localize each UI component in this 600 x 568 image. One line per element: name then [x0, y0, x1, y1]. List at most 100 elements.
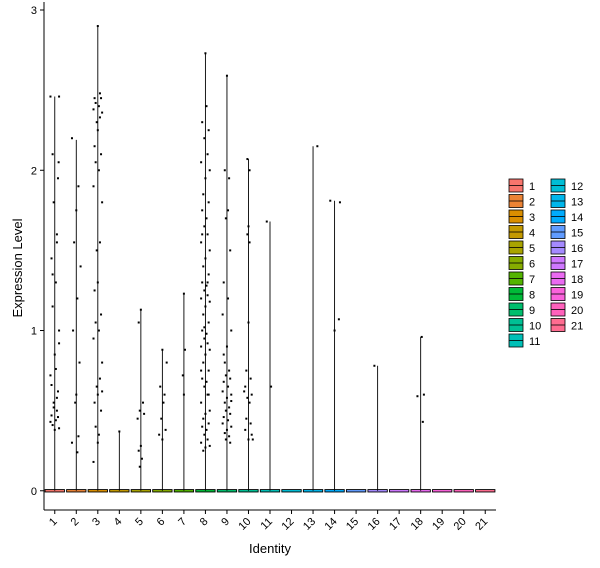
data-point — [202, 449, 205, 452]
data-point — [97, 169, 100, 172]
data-point — [250, 433, 253, 436]
data-point — [204, 52, 207, 55]
data-point — [205, 217, 208, 220]
data-point — [224, 217, 227, 220]
violin-12 — [281, 489, 302, 493]
data-point — [95, 121, 98, 124]
data-point — [201, 377, 204, 380]
data-point — [54, 419, 57, 422]
x-axis-title: Identity — [249, 541, 291, 556]
data-point — [247, 225, 250, 228]
data-point — [181, 374, 184, 377]
data-point — [222, 380, 225, 383]
data-point — [201, 233, 204, 236]
data-point — [248, 169, 251, 172]
data-point — [100, 313, 103, 316]
data-point — [222, 353, 225, 356]
data-point — [72, 329, 75, 332]
data-point — [92, 185, 95, 188]
data-point — [98, 377, 101, 380]
data-point — [100, 97, 103, 100]
data-point — [229, 441, 232, 444]
data-point — [139, 444, 142, 447]
data-point — [200, 441, 203, 444]
data-point — [203, 337, 206, 340]
data-point — [243, 390, 246, 393]
data-point — [202, 193, 205, 196]
x-tick-label: 8 — [198, 516, 211, 529]
data-point — [249, 377, 252, 380]
data-point — [51, 273, 54, 276]
data-point — [225, 428, 228, 431]
data-point — [55, 409, 58, 412]
legend-label-5: 5 — [529, 243, 535, 255]
violin-19 — [432, 489, 453, 493]
data-point — [228, 435, 231, 438]
data-point — [206, 281, 209, 284]
data-point — [101, 361, 104, 364]
data-point — [206, 294, 209, 297]
data-point — [206, 233, 209, 236]
violin-21 — [475, 489, 496, 493]
data-point — [208, 300, 211, 303]
data-point — [204, 177, 207, 180]
data-point — [79, 265, 82, 268]
y-axis-title: Expression Level — [10, 218, 25, 317]
data-point — [250, 393, 253, 396]
data-point — [118, 430, 121, 433]
data-point — [183, 348, 186, 351]
data-point — [225, 74, 228, 77]
data-point — [159, 385, 162, 388]
data-point — [53, 353, 56, 356]
data-point — [246, 233, 249, 236]
data-point — [265, 220, 268, 223]
data-point — [96, 393, 99, 396]
data-point — [246, 158, 249, 161]
data-point — [225, 396, 228, 399]
data-point — [97, 433, 100, 436]
data-point — [50, 257, 53, 260]
legend-label-8: 8 — [529, 290, 535, 302]
data-point — [224, 438, 227, 441]
data-point — [70, 441, 73, 444]
data-point — [162, 401, 165, 404]
data-point — [51, 424, 54, 427]
data-point — [161, 438, 164, 441]
data-point — [101, 111, 104, 114]
data-point — [96, 441, 99, 444]
data-point — [93, 289, 96, 292]
data-point — [205, 105, 208, 108]
data-point — [208, 409, 211, 412]
data-point — [95, 249, 98, 252]
data-point — [200, 241, 203, 244]
violin-15 — [345, 489, 367, 493]
data-point — [221, 313, 224, 316]
data-point — [203, 137, 206, 140]
data-point — [245, 417, 248, 420]
x-tick-label: 13 — [301, 516, 318, 533]
data-point — [56, 390, 59, 393]
data-point — [201, 329, 204, 332]
data-point — [221, 390, 224, 393]
data-point — [207, 369, 210, 372]
data-point — [230, 393, 233, 396]
data-point — [223, 169, 226, 172]
data-point — [58, 427, 61, 430]
legend-label-19: 19 — [571, 290, 583, 302]
x-tick-label: 18 — [409, 516, 426, 533]
data-point — [75, 393, 78, 396]
data-point — [52, 201, 55, 204]
data-point — [55, 396, 58, 399]
data-point — [49, 95, 52, 98]
data-point — [205, 284, 208, 287]
data-point — [223, 432, 226, 435]
legend-label-14: 14 — [571, 212, 583, 224]
data-point — [204, 353, 207, 356]
legend-label-13: 13 — [571, 197, 583, 209]
x-tick-label: 7 — [176, 516, 189, 529]
data-point — [247, 321, 250, 324]
data-point — [137, 321, 140, 324]
data-point — [52, 401, 55, 404]
data-point — [205, 332, 208, 335]
